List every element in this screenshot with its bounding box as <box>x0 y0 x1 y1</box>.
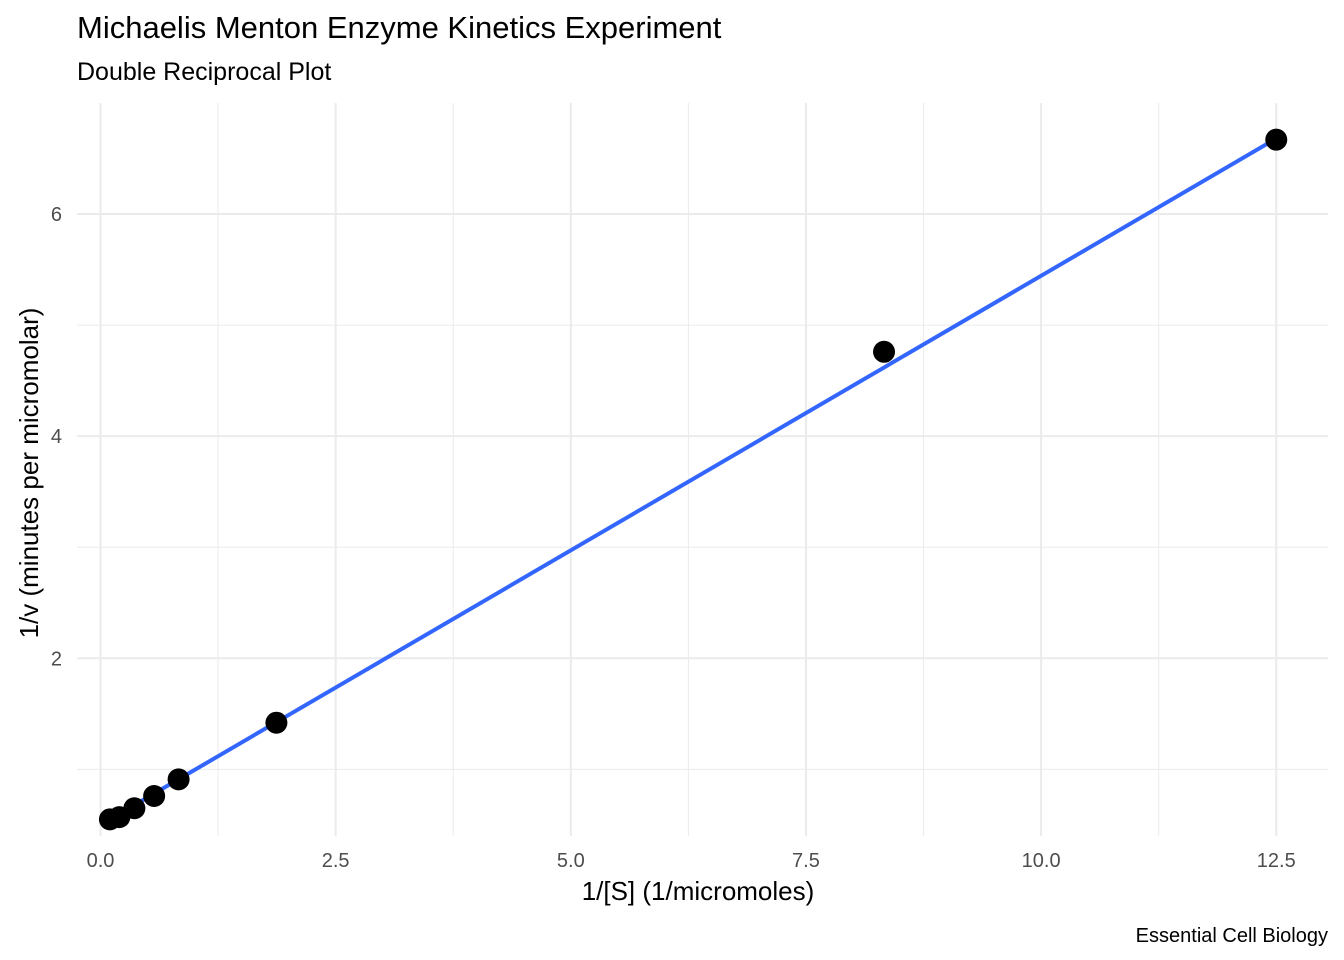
minor-gridlines <box>77 103 1328 836</box>
y-tick-label: 2 <box>51 648 62 670</box>
x-tick-label: 10.0 <box>1022 850 1061 872</box>
regression-line <box>107 136 1279 822</box>
data-point <box>167 768 190 791</box>
x-tick-label: 0.0 <box>87 850 115 872</box>
x-tick-label: 7.5 <box>792 850 820 872</box>
data-point <box>265 711 288 734</box>
data-point <box>123 797 146 820</box>
data-point <box>1265 128 1288 151</box>
y-tick-label: 6 <box>51 204 62 226</box>
x-tick-label: 5.0 <box>557 850 585 872</box>
data-points-layer <box>98 128 1288 831</box>
data-point <box>143 785 166 808</box>
x-axis-ticks: 0.0 2.5 5.0 7.5 10.0 12.5 <box>87 850 1296 872</box>
data-point <box>873 340 896 363</box>
y-tick-label: 4 <box>51 426 62 448</box>
chart-subtitle: Double Reciprocal Plot <box>77 58 332 86</box>
x-tick-label: 12.5 <box>1257 850 1296 872</box>
y-axis-ticks: 2 4 6 <box>51 204 62 670</box>
regression-line-layer <box>107 136 1279 822</box>
chart-caption: Essential Cell Biology <box>1135 925 1328 947</box>
chart-title: Michaelis Menton Enzyme Kinetics Experim… <box>77 10 722 45</box>
x-tick-label: 2.5 <box>322 850 350 872</box>
major-gridlines <box>77 103 1328 836</box>
x-axis-title: 1/[S] (1/micromoles) <box>582 876 815 906</box>
y-axis-title: 1/v (minutes per micromolar) <box>14 308 44 639</box>
